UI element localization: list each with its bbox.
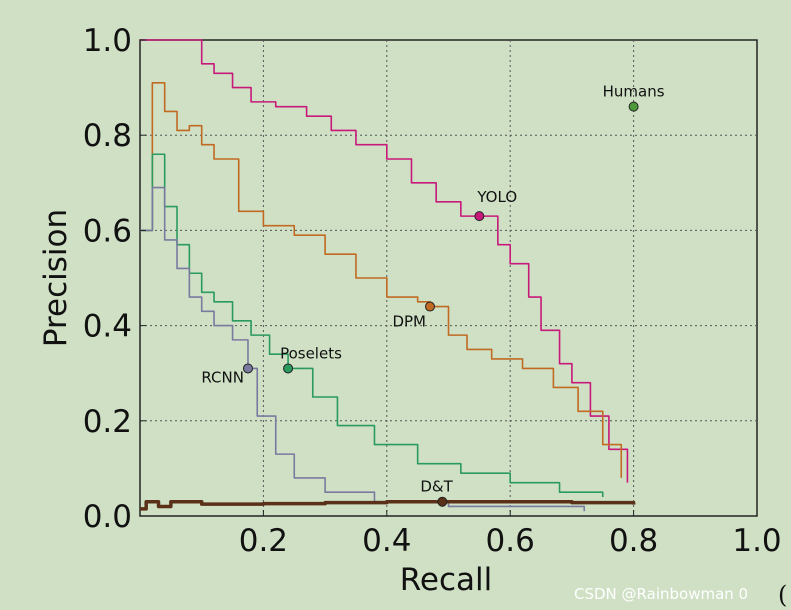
markers-layer: YOLO DPM Poselets RCNN D&T Humans xyxy=(201,83,665,507)
series-line-yolo xyxy=(140,39,629,483)
series-label-rcnn: RCNN xyxy=(201,368,244,386)
x-tick-label: 0.8 xyxy=(609,523,658,559)
point-marker-humans xyxy=(628,101,639,112)
series-marker-poselets xyxy=(283,363,294,374)
grid xyxy=(140,40,757,516)
series-layer xyxy=(140,39,636,512)
y-tick-label: 0.2 xyxy=(83,404,132,440)
series-marker-rcnn xyxy=(242,363,253,374)
x-tick-label: 0.4 xyxy=(362,523,411,559)
y-axis-title: Precision xyxy=(38,209,74,347)
point-label-humans: Humans xyxy=(603,83,665,101)
y-tick-label: 0.6 xyxy=(83,213,132,249)
series-marker-dpm xyxy=(424,301,435,312)
series-line-dt xyxy=(140,499,636,511)
y-tick-label: 0.8 xyxy=(83,118,132,154)
x-tick-label: 0.6 xyxy=(486,523,535,559)
series-marker-dt xyxy=(437,496,448,507)
x-tick-label: 1.0 xyxy=(732,523,781,559)
series-line-rcnn xyxy=(140,186,586,512)
series-label-poselets: Poselets xyxy=(280,344,342,362)
series-line-dpm xyxy=(140,82,623,478)
corner-glyph: ( xyxy=(778,581,787,609)
y-tick-label: 0.4 xyxy=(83,309,132,345)
plot-area xyxy=(139,39,758,517)
x-tick-label: 0.2 xyxy=(239,523,288,559)
ticks-layer: 0.2 0.4 0.6 0.8 1.0 0.0 0.2 0.4 0.6 0.8 1.0 xyxy=(83,23,782,559)
series-label-yolo: YOLO xyxy=(476,188,517,206)
y-tick-label: 0.0 xyxy=(83,499,132,535)
x-axis-title: Recall xyxy=(400,562,493,598)
series-label-dt: D&T xyxy=(420,478,453,496)
watermark: CSDN @Rainbowman 0 xyxy=(574,585,748,603)
y-tick-label: 1.0 xyxy=(83,23,132,59)
series-label-dpm: DPM xyxy=(392,313,426,331)
series-marker-yolo xyxy=(474,211,485,222)
